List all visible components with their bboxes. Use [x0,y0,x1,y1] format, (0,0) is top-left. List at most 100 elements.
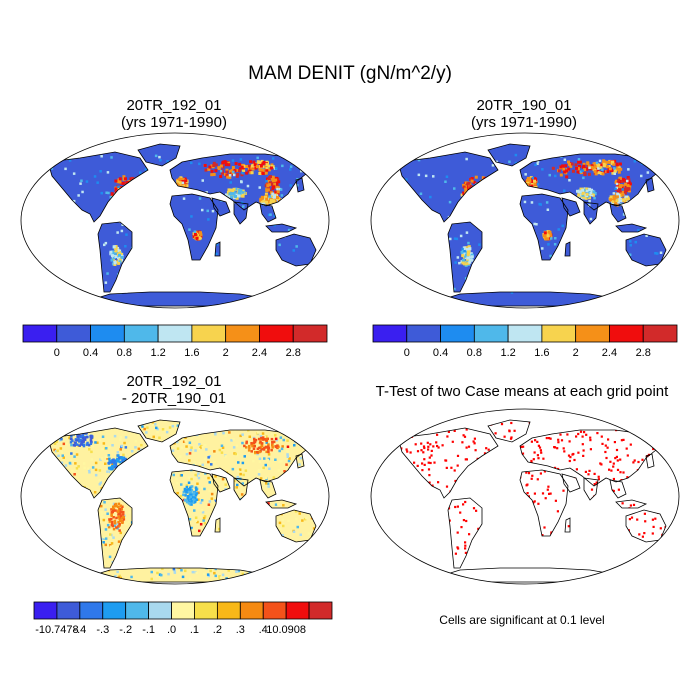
colorbar-swatch [90,324,125,343]
colorbar-swatch [473,324,509,343]
colorbar-swatch [406,324,441,343]
colorbar-swatch [33,601,58,620]
map-border [370,132,680,309]
colorbar-tick-label: 1.2 [500,347,515,359]
coastline-greenland [487,419,531,443]
ocean [371,409,679,584]
colorbar-tick-label: 1.6 [534,347,549,359]
colorbar-tick-label: 0.8 [117,347,132,359]
coastline-indonesia [265,223,298,233]
coastline-antarctica [83,291,275,307]
colorbar-swatch [22,324,58,343]
coastline-greenland [137,419,181,443]
colorbar-tick-label: 1.6 [184,347,199,359]
panel-title-line2: (yrs 1971-1990) [121,114,227,131]
colorbar-tick-label: 2.4 [602,347,617,359]
colorbar-tick-label: -.2 [119,624,132,636]
colorbar-swatch [285,601,310,620]
coastline-seasia [609,479,627,499]
coastline-seasia [609,203,627,223]
panel-title-line1: 20TR_190_01 [476,97,572,114]
colorbar-swatch [239,601,264,620]
colorbar-swatch [171,601,195,620]
coastline-greenland [487,143,531,167]
colorbar-swatch [225,324,260,343]
colorbar-swatch [609,324,644,343]
map-bottom-right [370,408,680,585]
panel-title-line2: - 20TR_190_01 [121,390,227,407]
colorbar-tick-label: 0 [404,347,410,359]
panel-title-line1: 20TR_192_01 [126,97,222,114]
panel-title-bottom-right: T-Test of two Case means at each grid po… [375,383,669,400]
coastline-namerica [47,151,149,223]
colorbar-tick-label: 2 [223,347,229,359]
colorbar-tick-label: 10.0908 [266,624,306,636]
colorbar-swatch [79,601,104,620]
coastline-india [233,201,249,225]
coastline-samerica [447,221,483,293]
colorbar-swatch [194,601,218,620]
colorbar-tick-label: 0 [54,347,60,359]
panel-title-top-left: 20TR_192_01 (yrs 1971-1990) [20,97,328,131]
colorbar-swatch [308,601,333,620]
coastline-eurasia [169,429,313,487]
coastline-madagascar [214,241,221,257]
coastline-arabia [211,197,231,217]
map-border [20,408,330,585]
colorbar-tick-label: 0.4 [83,347,98,359]
colorbar-tick-label: 1.2 [150,347,165,359]
colorbar-tick-label: -10.7478 [35,624,78,636]
coastline-nz [319,537,327,553]
colorbar-swatch [259,324,294,343]
colorbar-tick-label: .3 [236,624,245,636]
coastline-india [233,477,249,501]
colorbar-swatch [123,324,159,343]
map-border [370,408,680,585]
panel-title-top-right: 20TR_190_01 (yrs 1971-1990) [370,97,678,131]
figure-title: MAM DENIT (gN/m^2/y) [248,63,452,84]
colorbar-tick-label: 2.8 [636,347,651,359]
coastline-greenland [137,143,181,167]
colorbar-swatch [56,601,81,620]
colorbar-tick-label: 2.8 [286,347,301,359]
coastline-japan [645,177,655,193]
colorbar-swatch [191,324,227,343]
colorbar-swatch [157,324,193,343]
colorbar-top-left: 0 0.4 0.8 1.2 1.6 2 2.4 2.8 [22,324,328,359]
colorbar-tick-label: .1 [190,624,199,636]
coastline-madagascar [564,517,571,533]
coastline-nz [669,261,677,277]
coastline-africa [169,193,219,261]
coastline-indonesia [265,499,298,509]
coastline-arabia [561,197,581,217]
colorbar-difference: -10.7478-.4 -.3 -.2 -.1 .0 .1 .2 .3 .410.0908 [33,601,333,636]
coastline-namerica [397,427,499,499]
coastline-eurasia [169,153,313,211]
panel-title-bottom-left: 20TR_192_01 - 20TR_190_01 [20,373,328,407]
colorbar-tick-label: 2.4 [252,347,267,359]
coastline-eurasia [519,153,663,211]
coastline-indonesia [615,223,648,233]
coastline-antarctica [83,567,275,583]
colorbar-tick-label: 0.4 [433,347,448,359]
map-border [20,132,330,309]
coastline-samerica [97,221,133,293]
coastline-india [583,477,599,501]
coastline-japan [295,177,305,193]
colorbar-swatch [262,601,287,620]
coastline-seasia [259,479,277,499]
coastline-africa [519,469,569,537]
colorbar-swatch [56,324,91,343]
coastline-seasia [259,203,277,223]
colorbar-swatch [372,324,408,343]
coastline-japan [295,453,305,469]
colorbar-swatch [575,324,610,343]
colorbar-tick-label: .0 [167,624,176,636]
coastline-arabia [211,473,231,493]
colorbar-swatch [125,601,150,620]
coastline-arabia [561,473,581,493]
map-bottom-left [20,408,330,585]
coastline-africa [169,469,219,537]
colorbar-tick-label: 2 [573,347,579,359]
coastline-japan [645,453,655,469]
